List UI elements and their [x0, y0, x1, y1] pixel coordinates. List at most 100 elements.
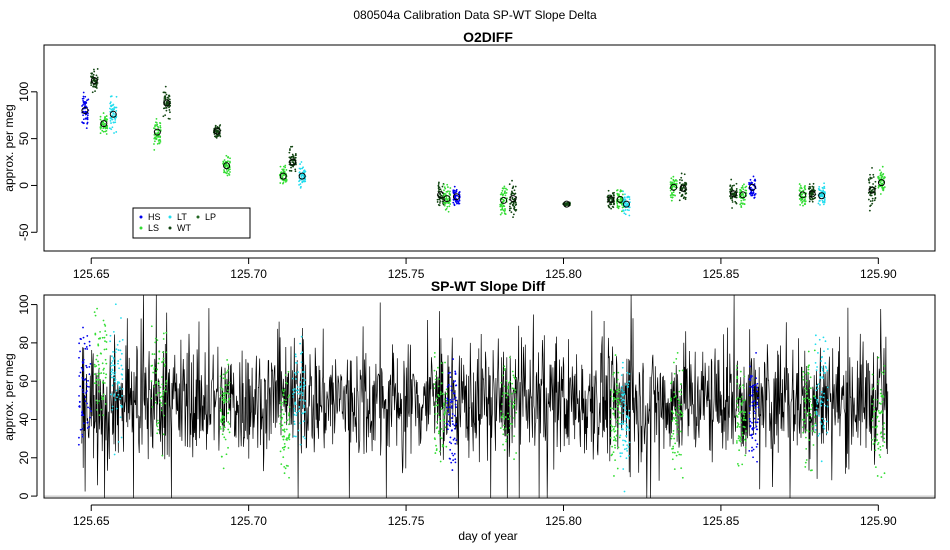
o2diff-point-ls	[670, 199, 673, 202]
slope-diff-point-lt	[118, 367, 120, 370]
o2diff-point-wt	[729, 188, 732, 191]
o2diff-cluster-mean-marker	[509, 195, 517, 203]
o2diff-point-wt	[807, 187, 810, 190]
slope-diff-point-ls	[501, 395, 504, 398]
o2diff-point-wt	[95, 79, 98, 82]
slope-diff-point-hs	[86, 421, 89, 424]
o2diff-point-wt	[508, 183, 511, 186]
o2diff-point-hs	[453, 203, 456, 206]
o2diff-point-hs	[748, 181, 750, 184]
slope-diff-point-hs	[77, 443, 80, 446]
slope-diff-point-hs	[452, 358, 454, 360]
slope-diff-point-ls	[286, 419, 289, 422]
slope-diff-point-lt	[621, 452, 623, 455]
slope-diff-point-hs	[446, 397, 449, 400]
slope-diff-point-ls	[287, 396, 290, 399]
slope-diff-point-ls	[618, 401, 621, 403]
o2diff-point-wt	[511, 179, 513, 182]
o2diff-point-wt	[872, 173, 875, 176]
slope-diff-point-ls	[616, 392, 619, 395]
slope-diff-point-ls	[878, 420, 880, 423]
o2diff-point-lt	[109, 102, 112, 105]
slope-diff-point-lt	[294, 371, 296, 374]
slope-diff-point-ls	[95, 399, 98, 402]
slope-diff-point-ls	[808, 439, 811, 441]
slope-diff-point-ls	[157, 362, 160, 365]
slope-diff-point-lt	[821, 367, 824, 370]
slope-diff-point-ls	[811, 405, 814, 408]
o2diff-point-hs	[750, 181, 753, 184]
slope-diff-point-hs	[755, 351, 757, 354]
slope-diff-point-hs	[450, 461, 453, 464]
o2diff-point-lt	[624, 193, 626, 196]
y-tick-label: 60	[17, 374, 31, 388]
o2diff-plot-frame	[43, 44, 936, 252]
slope-diff-point-ls	[813, 349, 816, 352]
o2diff-point-wt	[514, 185, 517, 188]
slope-diff-point-lt	[296, 386, 299, 388]
slope-diff-point-ls	[613, 398, 616, 401]
o2diff-point-wt	[731, 207, 733, 209]
o2diff-point-wt	[93, 85, 96, 88]
o2diff-point-ls	[799, 187, 802, 189]
slope-diff-point-ls	[736, 382, 739, 385]
slope-diff-point-ls	[878, 454, 881, 456]
o2diff-point-ls	[501, 205, 503, 208]
slope-diff-point-ls	[94, 314, 97, 317]
slope-diff-point-hs	[81, 427, 84, 430]
o2diff-point-ls	[281, 177, 284, 179]
o2diff-point-hs	[458, 199, 461, 202]
slope-diff-point-lt	[117, 360, 120, 362]
o2diff-point-hs	[458, 202, 461, 205]
o2diff-point-lt	[301, 181, 304, 184]
slope-diff-point-ls	[164, 402, 167, 405]
o2diff-point-ls	[445, 196, 448, 198]
slope-diff-point-ls	[736, 364, 738, 367]
slope-diff-point-ls	[617, 422, 620, 425]
x-tick-label: 125.80	[545, 267, 582, 281]
legend-label-wt: WT	[177, 223, 191, 233]
o2diff-point-lt	[110, 108, 113, 111]
o2diff-point-ls	[448, 205, 451, 208]
slope-diff-point-ls	[671, 419, 674, 422]
slope-diff-point-ls	[738, 387, 741, 390]
slope-diff-point-lt	[824, 404, 827, 407]
legend-label-lp: LP	[205, 212, 216, 222]
slope-diff-point-ls	[680, 389, 682, 391]
slope-diff-point-ls	[499, 427, 502, 430]
o2diff-point-ls	[673, 180, 676, 183]
slope-diff-point-hs	[751, 421, 753, 424]
slope-diff-point-ls	[441, 371, 444, 374]
o2diff-point-wt	[95, 74, 98, 77]
o2diff-point-lt	[300, 161, 303, 163]
slope-diff-point-lt	[625, 427, 628, 429]
o2diff-point-wt	[735, 182, 738, 185]
o2diff-point-ls	[616, 202, 619, 205]
slope-diff-point-ls	[737, 464, 740, 467]
o2diff-point-hs	[456, 202, 458, 205]
slope-diff-point-lt	[295, 373, 297, 376]
slope-diff-point-ls	[161, 454, 164, 457]
o2diff-point-wt	[508, 209, 511, 212]
o2diff-point-ls	[743, 203, 746, 206]
slope-diff-point-ls	[513, 435, 516, 438]
slope-diff-point-ls	[151, 353, 154, 355]
slope-diff-point-hs	[754, 407, 757, 409]
slope-diff-point-lt	[819, 421, 822, 424]
o2diff-point-wt	[163, 107, 166, 110]
slope-diff-point-lt	[822, 396, 825, 399]
o2diff-point-lt	[303, 169, 305, 172]
slope-diff-point-ls	[226, 371, 228, 373]
o2diff-point-wt	[437, 184, 440, 187]
o2diff-cluster-mean-marker	[670, 183, 678, 191]
slope-diff-point-hs	[449, 376, 452, 378]
o2diff-point-wt	[685, 183, 688, 185]
slope-diff-point-hs	[89, 407, 91, 410]
slope-diff-point-ls	[613, 414, 616, 416]
slope-diff-point-ls	[676, 433, 679, 436]
slope-diff-point-ls	[442, 393, 445, 396]
slope-diff-point-ls	[154, 372, 157, 374]
slope-diff-point-lt	[302, 399, 305, 401]
slope-diff-point-ls	[879, 388, 882, 391]
